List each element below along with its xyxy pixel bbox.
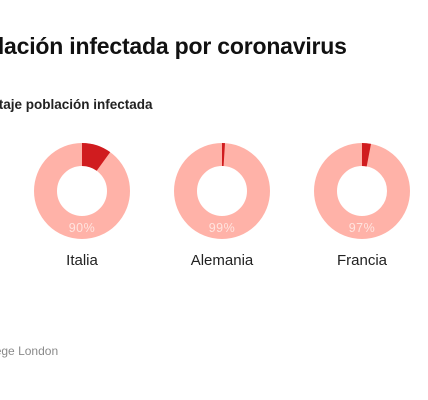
value-label-francia: 97% [349,221,376,235]
category-label-italia: Italia [66,252,98,269]
donut-francia: 97% Francia [314,143,410,269]
chart-subtitle: Porcentaje población infectada [0,97,153,112]
value-label-alemania: 99% [209,221,236,235]
category-label-alemania: Alemania [191,252,254,269]
donut-italia: 90% Italia [34,143,130,269]
donut-alemania: 99% Alemania [174,143,270,269]
slice-not-infected-alemania [174,143,270,239]
value-label-italia: 90% [69,221,96,235]
category-label-francia: Francia [337,252,388,269]
slice-infected-francia [361,143,371,167]
slice-infected-italia [81,143,111,172]
chart-title: Población infectada por coronavirus [0,33,347,59]
chart-source: Fuente: Imperial College London [0,344,59,358]
